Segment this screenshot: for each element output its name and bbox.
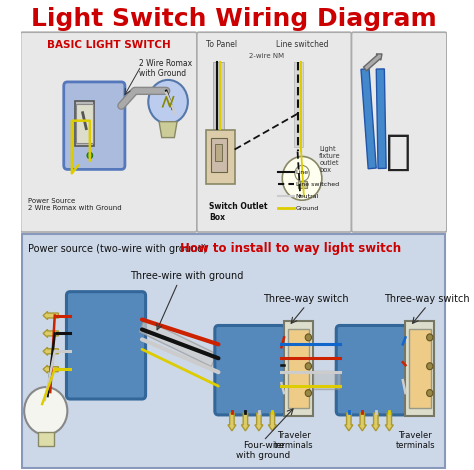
FancyArrow shape: [43, 312, 58, 320]
Bar: [288, 329, 309, 408]
FancyArrow shape: [43, 365, 58, 373]
Circle shape: [148, 80, 188, 124]
Circle shape: [305, 390, 311, 397]
Text: Line switched: Line switched: [276, 39, 328, 48]
FancyArrow shape: [364, 54, 382, 71]
Text: Three-wire with ground: Three-wire with ground: [130, 271, 244, 281]
FancyArrow shape: [345, 413, 353, 431]
Text: 2-wire NM: 2-wire NM: [248, 53, 283, 59]
FancyArrow shape: [228, 413, 236, 431]
FancyArrow shape: [43, 329, 58, 337]
Text: Neutral: Neutral: [296, 194, 319, 199]
Text: Line: Line: [296, 170, 309, 175]
Text: Four-wire
with ground: Four-wire with ground: [236, 441, 291, 461]
Text: Three-way switch: Three-way switch: [263, 294, 348, 304]
FancyBboxPatch shape: [352, 32, 447, 232]
Text: Power Source
2 Wire Romax with Ground: Power Source 2 Wire Romax with Ground: [28, 198, 121, 211]
FancyArrow shape: [43, 347, 58, 355]
Text: Switch Outlet
Box: Switch Outlet Box: [210, 202, 268, 221]
Circle shape: [427, 390, 433, 397]
Text: 🤖: 🤖: [386, 131, 411, 172]
Bar: [206, 130, 235, 184]
Text: Ground: Ground: [296, 206, 319, 211]
Circle shape: [283, 157, 322, 200]
Text: Traveler
terminals: Traveler terminals: [274, 431, 314, 450]
Bar: [211, 138, 228, 172]
Circle shape: [295, 165, 309, 181]
FancyArrow shape: [372, 413, 380, 431]
FancyArrow shape: [139, 319, 217, 367]
Circle shape: [305, 363, 311, 370]
Text: 2 Wire Romax
with Ground: 2 Wire Romax with Ground: [139, 59, 192, 78]
Text: Three-way switch: Three-way switch: [384, 294, 470, 304]
FancyBboxPatch shape: [197, 32, 352, 232]
FancyBboxPatch shape: [336, 325, 406, 415]
Text: Power source (two-wire with ground): Power source (two-wire with ground): [28, 244, 207, 254]
Bar: [294, 62, 303, 147]
Bar: [74, 101, 94, 146]
Bar: [284, 321, 313, 416]
Text: How to install to way light switch: How to install to way light switch: [180, 243, 401, 255]
Bar: [37, 432, 54, 446]
Bar: [405, 321, 434, 416]
Text: Light Switch Wiring Diagram: Light Switch Wiring Diagram: [31, 7, 437, 31]
FancyArrow shape: [255, 413, 263, 431]
FancyBboxPatch shape: [215, 325, 285, 415]
Bar: [409, 329, 431, 408]
FancyArrow shape: [385, 413, 393, 431]
Text: Line switched: Line switched: [296, 182, 339, 187]
Text: Traveler
terminals: Traveler terminals: [396, 431, 435, 450]
FancyArrow shape: [358, 413, 366, 431]
Circle shape: [24, 387, 67, 435]
FancyBboxPatch shape: [64, 82, 125, 169]
Polygon shape: [159, 122, 177, 138]
FancyArrow shape: [361, 69, 376, 169]
FancyArrow shape: [268, 413, 276, 431]
Bar: [215, 143, 222, 161]
Bar: [76, 104, 92, 142]
FancyArrow shape: [313, 371, 340, 389]
Bar: [213, 62, 224, 137]
Text: Light
fixture
outlet
box: Light fixture outlet box: [319, 146, 341, 172]
Circle shape: [87, 152, 92, 158]
FancyArrow shape: [241, 413, 249, 431]
FancyArrow shape: [376, 69, 386, 168]
Text: BASIC LIGHT SWITCH: BASIC LIGHT SWITCH: [47, 40, 171, 50]
Bar: [298, 181, 307, 188]
Bar: [22, 234, 445, 468]
FancyBboxPatch shape: [20, 32, 197, 232]
Circle shape: [305, 334, 311, 341]
Text: To Panel: To Panel: [206, 39, 237, 48]
FancyBboxPatch shape: [66, 292, 146, 399]
Circle shape: [427, 334, 433, 341]
Circle shape: [427, 363, 433, 370]
